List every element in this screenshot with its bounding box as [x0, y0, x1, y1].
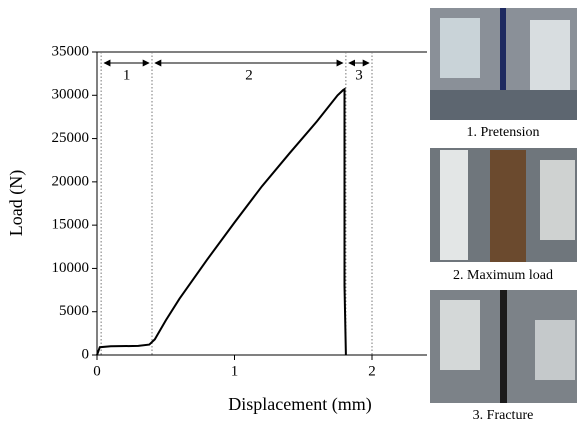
y-tick-label: 10000	[52, 260, 90, 276]
y-tick-label: 15000	[52, 217, 90, 233]
y-tick-label: 25000	[52, 130, 90, 146]
phase-label: 1	[123, 67, 131, 83]
phase-label: 2	[245, 67, 253, 83]
photo	[430, 290, 577, 403]
photo	[430, 8, 577, 120]
photo-caption: 1. Pretension	[466, 125, 539, 140]
phase-label: 3	[355, 67, 363, 83]
x-axis-title: Displacement (mm)	[228, 394, 371, 415]
y-tick-label: 0	[82, 346, 90, 362]
x-tick-label: 0	[93, 363, 101, 379]
photo	[430, 148, 577, 262]
x-tick-label: 1	[231, 363, 239, 379]
y-tick-label: 5000	[59, 303, 89, 319]
load-curve	[96, 87, 347, 356]
y-axis-title: Load (N)	[6, 170, 27, 236]
photo-caption: 3. Fracture	[473, 408, 534, 423]
photo-caption: 2. Maximum load	[453, 268, 553, 283]
y-tick-label: 35000	[52, 43, 90, 59]
y-tick-label: 20000	[52, 173, 90, 189]
x-tick-label: 2	[368, 363, 376, 379]
y-tick-label: 30000	[52, 87, 90, 103]
